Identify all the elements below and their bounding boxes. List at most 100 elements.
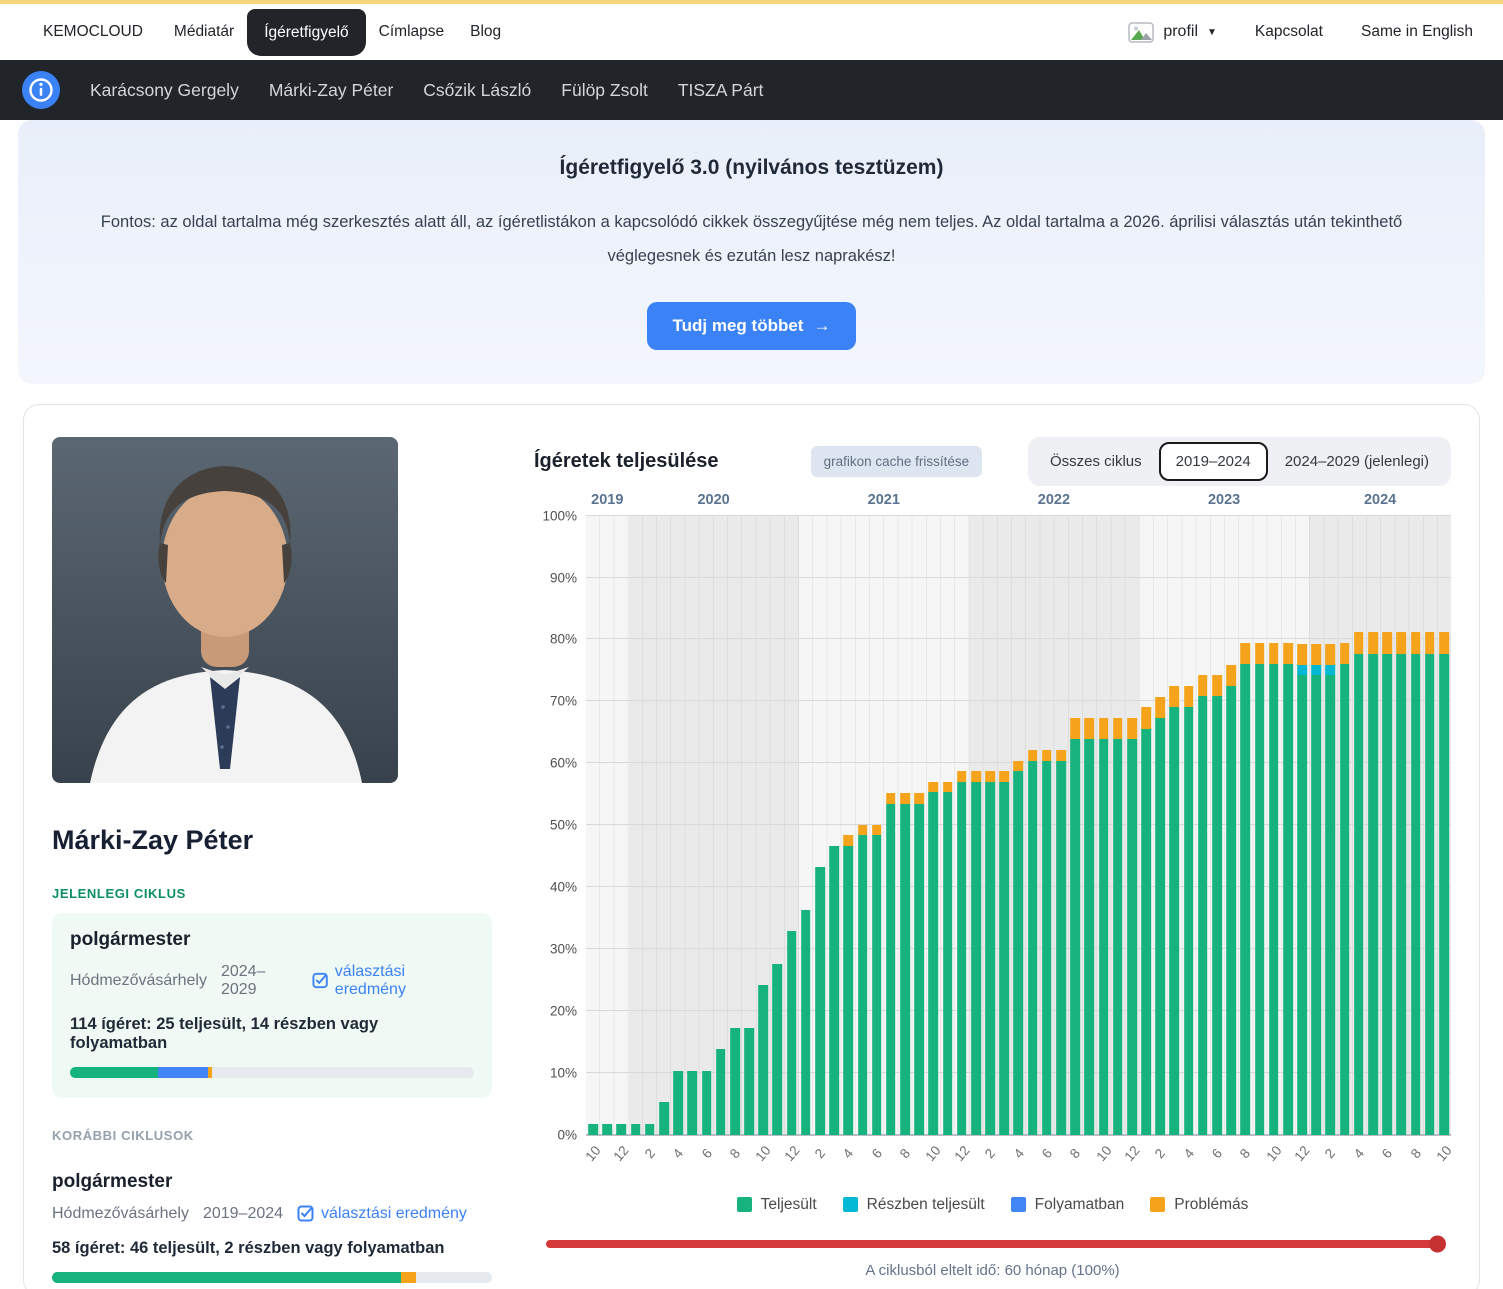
chart-bar-2022-05[interactable] <box>1027 750 1038 1135</box>
refresh-cache-button[interactable]: grafikon cache frissítése <box>810 445 983 477</box>
chart-bar-2022-04[interactable] <box>1013 760 1024 1135</box>
cycle-tab--sszes-ciklus[interactable]: Összes ciklus <box>1049 452 1142 470</box>
chart-bar-2024-09[interactable] <box>1424 632 1435 1135</box>
cycle-tab-2024-2029-jelenlegi-[interactable]: 2024–2029 (jelenlegi) <box>1284 452 1429 470</box>
chart-bar-2021-09[interactable] <box>914 793 925 1135</box>
chart-bar-2019-12[interactable] <box>616 1124 627 1135</box>
chart-bar-2021-05[interactable] <box>857 824 868 1135</box>
chart-bar-2024-06[interactable] <box>1382 632 1392 1135</box>
nav-item-mediatar[interactable]: Médiatár <box>173 23 235 40</box>
chart-bar-2021-07[interactable] <box>886 793 896 1135</box>
time-slider-handle[interactable] <box>1429 1235 1446 1253</box>
chart-bar-2020-07[interactable] <box>715 1049 726 1135</box>
chart-bar-2021-12[interactable] <box>956 771 967 1135</box>
politician-link-csozik-laszlo[interactable]: Csőzik László <box>423 79 532 100</box>
chart-bar-slot <box>770 516 784 1135</box>
chart-bar-slot <box>1068 516 1082 1135</box>
chart-bar-2023-08[interactable] <box>1240 642 1251 1135</box>
chart-bar-2019-10[interactable] <box>588 1124 598 1135</box>
chart-bar-2024-03[interactable] <box>1339 642 1350 1135</box>
chart-bar-2021-11[interactable] <box>942 781 953 1135</box>
legend-item-teljesült[interactable]: Teljesült <box>736 1196 817 1214</box>
chart-bar-2022-12[interactable] <box>1127 718 1137 1135</box>
chart-bar-2023-11[interactable] <box>1283 642 1293 1135</box>
chart-bar-2023-03[interactable] <box>1169 685 1180 1135</box>
chart-bar-2021-06[interactable] <box>871 824 882 1135</box>
politician-link-tisza-part[interactable]: TISZA Párt <box>677 79 764 100</box>
chart-bar-2024-01[interactable] <box>1311 643 1322 1135</box>
chart-bar-2022-06[interactable] <box>1042 750 1052 1135</box>
election-result-link[interactable]: választási eredmény <box>312 963 474 999</box>
chart-bar-2020-11[interactable] <box>772 963 783 1135</box>
politician-link-karacsony-gergely[interactable]: Karácsony Gergely <box>90 79 239 100</box>
chart-bar-2024-08[interactable] <box>1410 632 1421 1135</box>
nav-item-igeretfigyelo[interactable]: Ígéretfigyelő <box>247 8 366 56</box>
time-slider-track[interactable] <box>546 1239 1443 1248</box>
chart-bar-2023-09[interactable] <box>1254 642 1265 1135</box>
time-slider[interactable] <box>546 1235 1446 1253</box>
bar-segment-teljesült <box>1297 675 1307 1135</box>
chart-bar-2022-08[interactable] <box>1070 718 1081 1135</box>
cycle-tab-2019-2024[interactable]: 2019–2024 <box>1158 441 1268 481</box>
chart-bar-2023-12[interactable] <box>1297 643 1307 1135</box>
bar-segment-problémás <box>1240 642 1251 665</box>
chart-bar-2023-06[interactable] <box>1212 675 1222 1135</box>
chart-bar-2022-09[interactable] <box>1084 718 1095 1135</box>
year-label-2020: 2020 <box>697 491 730 508</box>
brand-kemocloud[interactable]: KEMOCLOUD <box>43 23 143 40</box>
term-label: 2024–2029 <box>220 962 266 998</box>
info-button[interactable] <box>22 71 60 109</box>
nav-item-cimlapse[interactable]: Címlapse <box>378 23 445 40</box>
legend-item-folyamatban[interactable]: Folyamatban <box>1010 1196 1124 1214</box>
chart-bar-2019-11[interactable] <box>602 1124 613 1135</box>
chart-bar-2023-07[interactable] <box>1226 664 1236 1135</box>
chart-bar-2022-02[interactable] <box>985 771 995 1135</box>
legend-item-részben-teljesült[interactable]: Részben teljesült <box>842 1196 985 1214</box>
bar-segment-teljesült <box>1311 675 1322 1135</box>
chart-bar-2023-02[interactable] <box>1155 696 1166 1135</box>
election-result-link-previous[interactable]: választási eredmény <box>297 1205 467 1223</box>
chart-bar-2022-07[interactable] <box>1056 750 1066 1135</box>
chart-bar-2020-01[interactable] <box>630 1124 641 1135</box>
chart-bar-2022-01[interactable] <box>971 771 981 1135</box>
chart-bar-2021-04[interactable] <box>843 835 854 1135</box>
chart-bar-2023-04[interactable] <box>1183 685 1194 1135</box>
chart-bar-2022-11[interactable] <box>1112 718 1123 1135</box>
chart-bar-2023-10[interactable] <box>1268 642 1279 1135</box>
chart-bar-2024-07[interactable] <box>1396 632 1407 1135</box>
chart-bar-2022-03[interactable] <box>999 771 1010 1135</box>
chart-bar-2020-08[interactable] <box>730 1028 740 1135</box>
chart-bar-2023-01[interactable] <box>1141 707 1151 1135</box>
chart-bar-2021-08[interactable] <box>900 793 910 1135</box>
chart-bar-2022-10[interactable] <box>1098 718 1109 1135</box>
chart-bar-2020-04[interactable] <box>673 1070 683 1135</box>
chart-bar-2023-05[interactable] <box>1198 675 1208 1135</box>
chart-bar-2020-10[interactable] <box>758 985 769 1135</box>
nav-link-kapcsolat[interactable]: Kapcsolat <box>1254 23 1323 40</box>
nav-link-language[interactable]: Same in English <box>1360 23 1473 40</box>
chart-bar-2020-03[interactable] <box>659 1102 669 1135</box>
profile-menu[interactable]: profil ▼ <box>1128 21 1217 43</box>
nav-item-blog[interactable]: Blog <box>470 23 502 40</box>
bar-segment-teljesült <box>602 1124 613 1135</box>
chart-bar-2021-01[interactable] <box>800 910 811 1135</box>
bar-segment-részben-teljesült <box>1311 664 1322 676</box>
learn-more-button[interactable]: Tudj meg többet → <box>646 301 857 350</box>
chart-bar-2020-06[interactable] <box>701 1070 712 1135</box>
chart-bar-2024-04[interactable] <box>1354 632 1364 1135</box>
chart-bar-2024-10[interactable] <box>1439 632 1449 1135</box>
chart-bar-2021-02[interactable] <box>815 867 825 1135</box>
chart-bar-2024-02[interactable] <box>1325 643 1336 1135</box>
politician-link-fulop-zsolt[interactable]: Fülöp Zsolt <box>561 79 648 100</box>
politician-link-marki-zay-peter[interactable]: Márki-Zay Péter <box>268 79 394 100</box>
chart-bar-2020-09[interactable] <box>744 1028 754 1135</box>
chart-bar-2020-12[interactable] <box>786 931 797 1135</box>
chart-bar-2021-03[interactable] <box>829 845 839 1135</box>
x-tick-2024-04: 4 <box>1350 1145 1367 1161</box>
legend-item-problémás[interactable]: Problémás <box>1150 1196 1248 1214</box>
chart-bar-2020-05[interactable] <box>687 1070 698 1135</box>
chart-bar-2020-02[interactable] <box>644 1124 655 1135</box>
chart-bar-2024-05[interactable] <box>1368 632 1378 1135</box>
chart-bar-slot <box>983 516 997 1135</box>
chart-bar-2021-10[interactable] <box>928 781 939 1135</box>
